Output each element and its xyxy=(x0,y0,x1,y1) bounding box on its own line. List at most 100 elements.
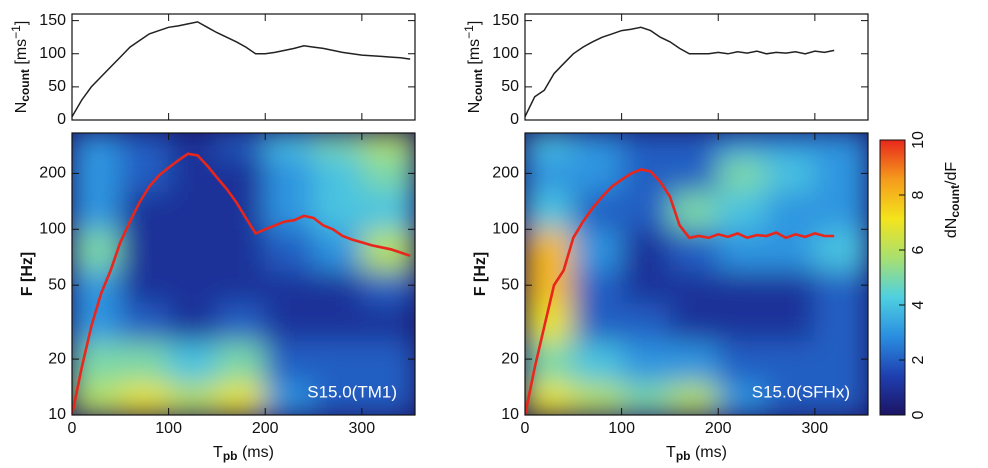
heatmap-cell xyxy=(264,228,315,271)
heatmap-cell xyxy=(313,302,363,342)
x-axis-label-part: pb xyxy=(676,449,691,463)
heatmap-cell xyxy=(361,269,415,304)
heatmap-cell xyxy=(669,133,719,156)
heatmap-cell xyxy=(168,302,218,342)
plot-frame xyxy=(71,13,416,121)
heatmap-cell xyxy=(119,302,170,342)
y-tick-label: 0 xyxy=(510,111,519,128)
heatmap-cell xyxy=(216,228,266,271)
heatmap-cell xyxy=(525,381,574,415)
colorbar-tick-label: 2 xyxy=(910,355,927,364)
y-axis-label-part: −1 xyxy=(462,25,476,39)
heatmap-cell xyxy=(313,133,363,156)
x-tick-label: 200 xyxy=(705,420,732,437)
heatmap-cell xyxy=(717,269,768,304)
heatmap-cell xyxy=(621,228,671,271)
heatmap-cell xyxy=(525,269,574,304)
heatmap-cell xyxy=(572,269,623,304)
heatmap-cell xyxy=(572,154,623,192)
heatmap-cell xyxy=(361,133,415,156)
heatmap-cell xyxy=(361,302,415,342)
x-tick-label: 100 xyxy=(608,420,635,437)
heatmap-cell xyxy=(168,133,218,156)
plot-frame xyxy=(71,132,416,416)
colorbar-tick-label: 4 xyxy=(910,300,927,309)
heatmap-cell xyxy=(669,302,719,342)
heatmap-cell xyxy=(361,381,415,415)
heatmap-cell xyxy=(361,190,415,230)
y-tick-label: 10 xyxy=(501,406,519,423)
y-tick-label: 100 xyxy=(492,45,519,62)
heatmap-cell xyxy=(216,133,266,156)
y-axis-label-part: −1 xyxy=(9,25,23,39)
heatmap-cell xyxy=(168,381,218,415)
y-axis-label: Ncount [ms−1] xyxy=(9,21,31,114)
plot-frame xyxy=(524,13,869,121)
heatmap-cell xyxy=(572,340,623,383)
heatmap-cell xyxy=(814,133,868,156)
y-axis-label-part: N xyxy=(13,102,30,114)
y-axis-label-part: [ms xyxy=(466,39,483,69)
x-tick-label: 200 xyxy=(252,420,279,437)
colorbar-tick-label: 8 xyxy=(910,190,927,199)
heatmap-cell xyxy=(264,302,315,342)
heatmap-cell xyxy=(766,302,816,342)
x-axis-label: Tpb (ms) xyxy=(666,444,727,463)
heatmap-cell xyxy=(717,133,768,156)
heatmap-cell xyxy=(621,133,671,156)
heatmap-cell xyxy=(717,340,768,383)
heatmap-cell xyxy=(72,133,121,156)
heatmap-cell xyxy=(814,340,868,383)
heatmap-cell xyxy=(313,154,363,192)
heatmap xyxy=(525,133,868,415)
heatmap-cell xyxy=(119,269,170,304)
heatmap-cell xyxy=(814,269,868,304)
heatmap-cell xyxy=(168,340,218,383)
heatmap-cell xyxy=(216,340,266,383)
frequency-track xyxy=(72,152,411,415)
heatmap-cell xyxy=(766,381,816,415)
y-tick-label: 100 xyxy=(492,221,519,238)
heatmap-cell xyxy=(168,190,218,230)
x-tick-label: 0 xyxy=(68,420,77,437)
y-axis-label: F [Hz] xyxy=(19,252,36,296)
y-tick-label: 100 xyxy=(39,221,66,238)
heatmap-clip xyxy=(72,133,415,415)
heatmap-cell xyxy=(572,381,623,415)
x-tick-label: 300 xyxy=(802,420,829,437)
y-tick-label: 50 xyxy=(48,276,66,293)
heatmap-cell xyxy=(814,154,868,192)
heatmap-cell xyxy=(361,154,415,192)
colorbar-label-part: /dF xyxy=(943,162,960,185)
heatmap-cell xyxy=(313,381,363,415)
heatmap-cell xyxy=(72,269,121,304)
heatmap-cell xyxy=(525,154,574,192)
heatmap-cell xyxy=(669,154,719,192)
heatmap-cell xyxy=(216,302,266,342)
colorbar-tick-label: 10 xyxy=(910,131,927,149)
heatmap-cell xyxy=(168,228,218,271)
x-tick-label: 100 xyxy=(155,420,182,437)
y-tick-label: 20 xyxy=(501,350,519,367)
x-axis-label-part: pb xyxy=(223,449,238,463)
heatmap-cell xyxy=(766,269,816,304)
heatmap-cell xyxy=(313,340,363,383)
heatmap-cell xyxy=(669,381,719,415)
annotation: S15.0(TM1) xyxy=(307,382,397,401)
heatmap-cell xyxy=(313,269,363,304)
y-tick-label: 150 xyxy=(492,12,519,29)
heatmap-cell xyxy=(264,190,315,230)
heatmap-cell xyxy=(216,269,266,304)
heatmap xyxy=(72,133,415,415)
heatmap-cell xyxy=(621,302,671,342)
heatmap-cell xyxy=(621,269,671,304)
y-tick-label: 50 xyxy=(501,78,519,95)
heatmap-cell xyxy=(119,381,170,415)
x-axis-label-part: (ms) xyxy=(238,444,274,461)
heatmap-cell xyxy=(669,228,719,271)
heatmap-cell xyxy=(119,340,170,383)
heatmap-cell xyxy=(814,381,868,415)
heatmap-cell xyxy=(525,190,574,230)
y-axis-label-part: ] xyxy=(13,21,30,25)
heatmap-cell xyxy=(621,381,671,415)
